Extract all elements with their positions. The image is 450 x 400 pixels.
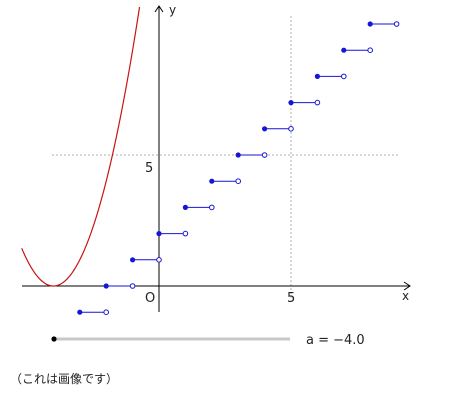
step-open-point-11 [393, 21, 400, 27]
step-closed-point-8 [288, 100, 294, 106]
step-open-point-8 [314, 99, 321, 106]
caption-text: （これは画像です） [10, 372, 119, 386]
step-open-point-6 [261, 152, 268, 158]
step-open-point-0 [103, 309, 109, 316]
origin-label: O [145, 291, 155, 306]
step-open-point-4 [209, 204, 215, 211]
y-axis-arrow-icon [154, 5, 164, 13]
step-open-point-5 [235, 178, 241, 184]
step-closed-point-5 [209, 178, 215, 184]
step-open-point-2 [156, 257, 162, 263]
y-tick-label-5: 5 [145, 161, 153, 176]
step-open-point-7 [288, 126, 294, 132]
chart-area: x y O 5 5 a = −4.0 [21, 3, 411, 348]
step-closed-point-6 [235, 152, 241, 158]
x-tick-label-5: 5 [287, 291, 295, 306]
step-open-point-3 [182, 230, 189, 237]
step-closed-point-4 [182, 204, 188, 210]
step-closed-point-2 [130, 257, 136, 263]
step-open-point-9 [341, 73, 347, 80]
parabola-curve [21, 6, 141, 287]
step-closed-point-7 [262, 126, 268, 132]
slider-knob[interactable] [51, 336, 57, 342]
step-function [77, 21, 400, 316]
x-axis-label: x [402, 289, 409, 303]
step-closed-point-0 [77, 309, 83, 315]
step-closed-point-11 [367, 21, 373, 27]
y-axis-label: y [169, 3, 176, 17]
slider-value-label: a = −4.0 [306, 333, 365, 348]
step-open-point-10 [367, 47, 374, 54]
step-closed-point-1 [103, 283, 109, 289]
step-open-point-1 [129, 283, 136, 289]
step-closed-point-3 [156, 231, 162, 237]
x-axis-arrow-icon [403, 281, 411, 291]
step-closed-point-10 [341, 47, 347, 53]
step-closed-point-9 [314, 73, 320, 79]
